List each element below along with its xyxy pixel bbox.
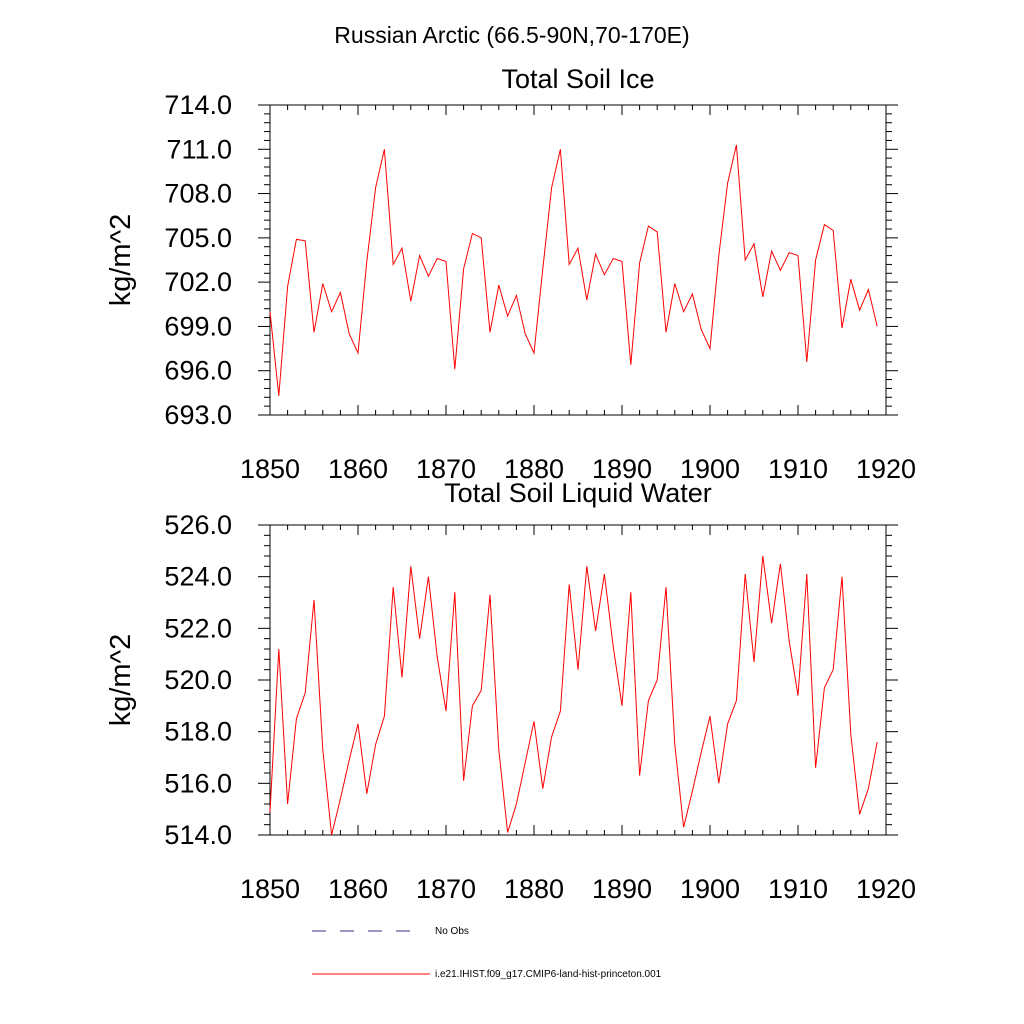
panel-total-soil-ice: Total Soil Ice kg/m^2 1850 1860 1870 1880 1890…: [105, 64, 916, 484]
y-tick-label: 514.0: [164, 820, 232, 850]
x-tick-label: 1870: [416, 454, 476, 484]
panel-total-soil-liquid-water: Total Soil Liquid Water kg/m^2 1850 1860 187…: [105, 478, 916, 904]
y-tick-label: 696.0: [164, 356, 232, 386]
y-tick-label: 693.0: [164, 400, 232, 430]
series-line: [269, 555, 878, 836]
figure-title: Russian Arctic (66.5-90N,70-170E): [334, 22, 689, 48]
x-tick-label: 1910: [768, 454, 828, 484]
y-tick-label: 516.0: [164, 768, 232, 798]
y-tick-label: 518.0: [164, 717, 232, 747]
y-tick-label: 522.0: [164, 613, 232, 643]
x-tick-label: 1860: [328, 454, 388, 484]
y-tick-label: 702.0: [164, 267, 232, 297]
y-tick-label: 526.0: [164, 510, 232, 540]
x-tick-label: 1880: [504, 874, 564, 904]
x-tick-label: 1850: [240, 454, 300, 484]
y-tick-label: 705.0: [164, 223, 232, 253]
legend-series-label: i.e21.IHIST.f09_g17.CMIP6-land-hist-prin…: [435, 969, 662, 980]
y-tick-label: 520.0: [164, 665, 232, 695]
x-tick-label: 1890: [592, 874, 652, 904]
x-tick-label: 1880: [504, 454, 564, 484]
y-tick-label: 524.0: [164, 562, 232, 592]
y-tick-label: 699.0: [164, 311, 232, 341]
chart-title: Total Soil Ice: [501, 64, 654, 94]
x-tick-label: 1900: [680, 454, 740, 484]
y-tick-label: 708.0: [164, 179, 232, 209]
legend: No Obs i.e21.IHIST.f09_g17.CMIP6-land-hi…: [312, 926, 662, 980]
x-tick-label: 1860: [328, 874, 388, 904]
x-tick-label: 1870: [416, 874, 476, 904]
series-line: [269, 144, 878, 396]
x-tick-label: 1850: [240, 874, 300, 904]
plot-frame: [269, 104, 887, 416]
legend-no-obs-label: No Obs: [435, 926, 469, 937]
y-axis-label: kg/m^2: [105, 634, 137, 727]
y-axis-label: kg/m^2: [105, 214, 137, 307]
chart-title: Total Soil Liquid Water: [444, 478, 712, 508]
plot-frame: [269, 524, 887, 836]
y-tick-label: 711.0: [166, 134, 232, 164]
x-tick-label: 1890: [592, 454, 652, 484]
x-tick-label: 1920: [856, 454, 916, 484]
x-tick-label: 1900: [680, 874, 740, 904]
y-tick-label: 714.0: [164, 90, 232, 120]
x-tick-label: 1910: [768, 874, 828, 904]
x-tick-label: 1920: [856, 874, 916, 904]
